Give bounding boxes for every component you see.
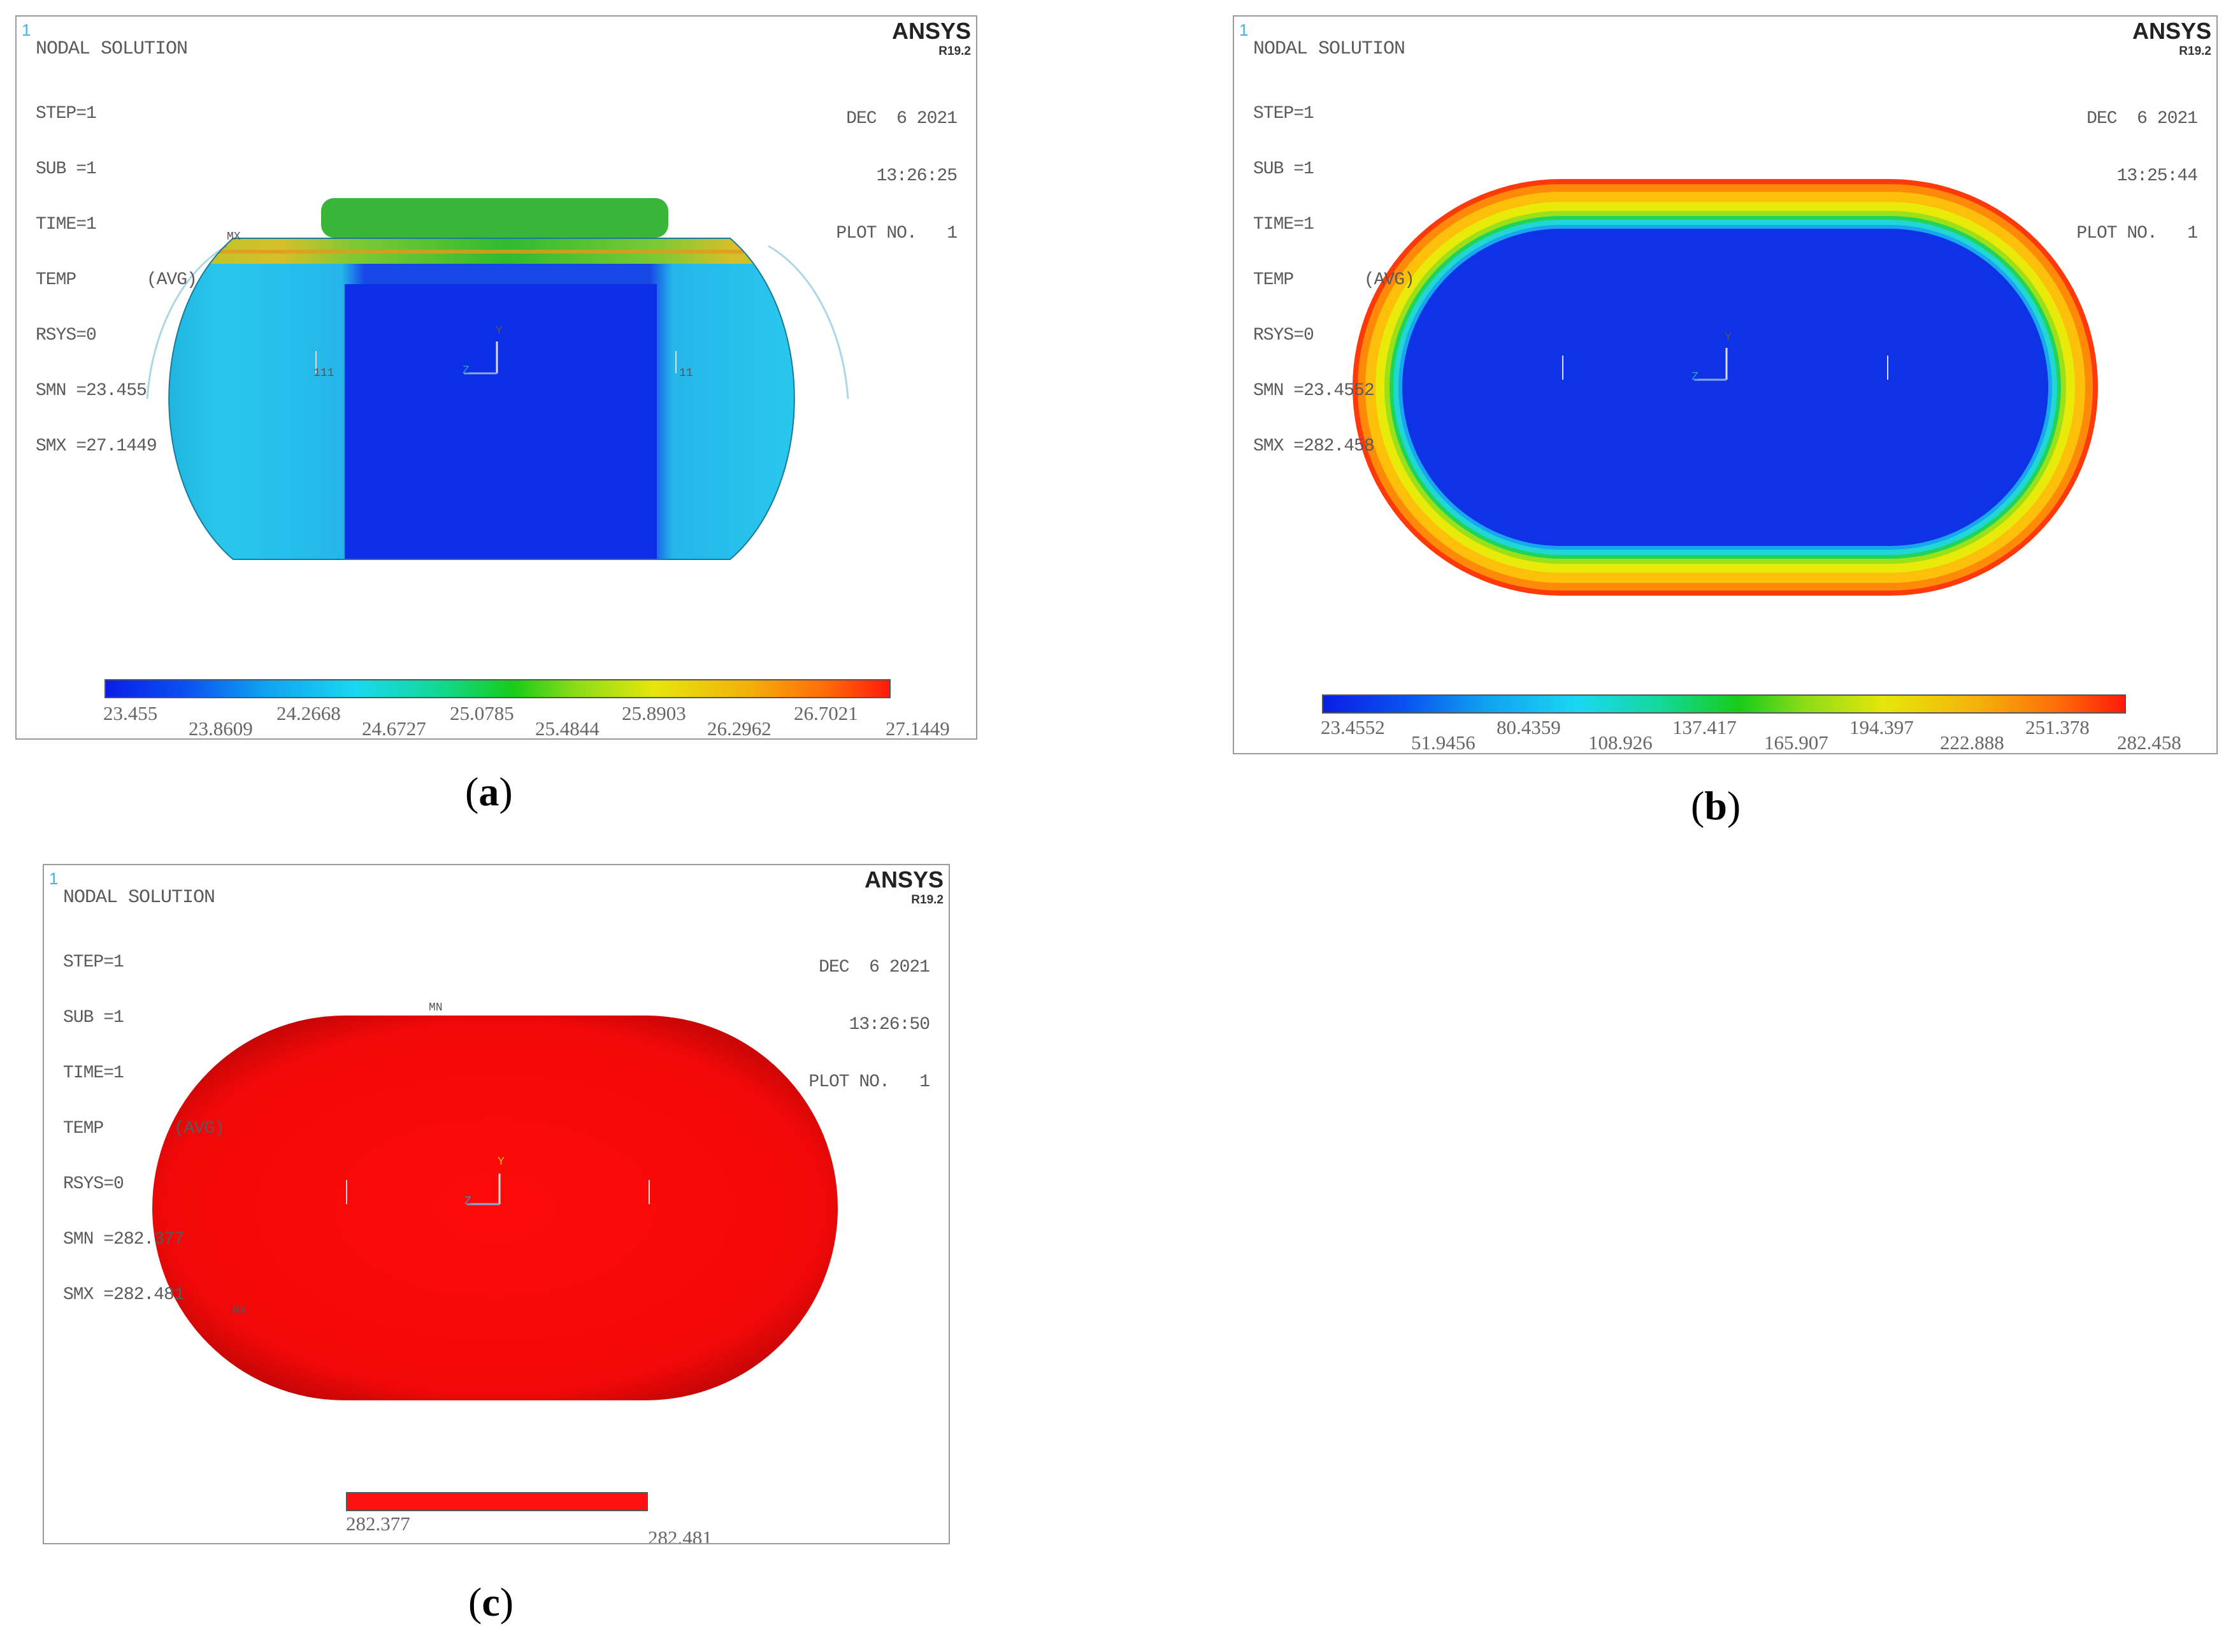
legend-tick: 24.2668 — [276, 702, 341, 724]
panel-b: 1 NODAL SOLUTION STEP=1 SUB =1 TIME=1 TE… — [1233, 15, 2218, 754]
legend-tick: 27.1449 — [886, 717, 950, 740]
ansys-logo: ANSYS — [891, 18, 971, 44]
plot-title: NODAL SOLUTION — [63, 887, 215, 909]
legend-tick: 24.6727 — [362, 717, 426, 740]
panel-a: 1 NODAL SOLUTION STEP=1 SUB =1 TIME=1 TE… — [15, 15, 977, 740]
legend-colorbar — [346, 1492, 648, 1511]
axis-z-label: Z — [463, 364, 470, 377]
plot-number: PLOT NO. 1 — [836, 224, 958, 243]
info-sub: SUB =1 — [63, 1008, 124, 1028]
date-line: DEC 6 2021 — [846, 109, 958, 129]
legend-tick: 51.9456 — [1411, 731, 1476, 754]
solution-info: STEP=1 SUB =1 TIME=1 TEMP (AVG) RSYS=0 S… — [63, 916, 225, 1341]
info-time: TIME=1 — [63, 1063, 124, 1083]
info-rsys: RSYS=0 — [36, 326, 97, 345]
date-line: DEC 6 2021 — [2086, 109, 2198, 129]
info-time: TIME=1 — [36, 215, 97, 234]
legend-tick: 282.481 — [648, 1526, 712, 1544]
info-smx: SMX =282.458 — [1253, 436, 1375, 456]
date-block: DEC 6 2021 13:25:44 PLOT NO. 1 — [2076, 71, 2198, 282]
time-line: 13:26:50 — [849, 1015, 930, 1035]
caption-letter: b — [1704, 783, 1727, 828]
legend-tick: 282.458 — [2117, 731, 2181, 754]
axis-y-label: Y — [498, 1156, 505, 1168]
date-block: DEC 6 2021 13:26:50 PLOT NO. 1 — [808, 920, 930, 1130]
info-step: STEP=1 — [1253, 104, 1314, 124]
legend-tick: 25.0785 — [450, 702, 514, 724]
info-temp: TEMP (AVG) — [36, 270, 197, 290]
panel-c-plot — [152, 1016, 838, 1400]
legend-tick: 25.4844 — [535, 717, 600, 740]
info-temp: TEMP (AVG) — [63, 1119, 225, 1138]
info-sub: SUB =1 — [36, 159, 97, 179]
info-smn: SMN =23.4552 — [1253, 381, 1375, 401]
legend-tick: 23.8609 — [189, 717, 253, 740]
caption-letter: c — [482, 1579, 500, 1625]
info-step: STEP=1 — [63, 952, 124, 972]
mn-marker: MN — [429, 1002, 443, 1014]
solution-info: STEP=1 SUB =1 TIME=1 TEMP (AVG) RSYS=0 S… — [1253, 68, 1415, 492]
ansys-logo: ANSYS — [2132, 18, 2211, 44]
axis-z-label: Z — [464, 1195, 471, 1208]
date-line: DEC 6 2021 — [819, 958, 930, 977]
legend-tick: 165.907 — [1764, 731, 1828, 754]
legend-tick: 23.455 — [103, 702, 158, 724]
legend-tick: 194.397 — [1849, 716, 1914, 738]
plot-number: PLOT NO. 1 — [808, 1072, 930, 1092]
panel-b-plot — [1353, 179, 2098, 596]
date-block: DEC 6 2021 13:26:25 PLOT NO. 1 — [836, 71, 958, 282]
legend-tick: 222.888 — [1940, 731, 2004, 754]
legend-tick: 108.926 — [1588, 731, 1653, 754]
legend-tick: 25.8903 — [622, 702, 686, 724]
panel-a-plot — [146, 198, 849, 560]
caption-letter: a — [478, 769, 499, 814]
legend-colorbar — [104, 679, 891, 698]
info-sub: SUB =1 — [1253, 159, 1314, 179]
plot-number: PLOT NO. 1 — [2076, 224, 2198, 243]
info-time: TIME=1 — [1253, 215, 1314, 234]
panel-c: 1 NODAL SOLUTION STEP=1 SUB =1 TIME=1 TE… — [43, 864, 950, 1544]
info-step: STEP=1 — [36, 104, 97, 124]
info-temp: TEMP (AVG) — [1253, 270, 1415, 290]
info-rsys: RSYS=0 — [63, 1174, 124, 1194]
caption-b: (b) — [1691, 783, 1741, 828]
legend-tick: 23.4552 — [1321, 716, 1385, 738]
mx-marker: MX — [233, 1305, 247, 1318]
axis-y-label: Y — [496, 325, 503, 338]
caption-a: (a) — [465, 769, 513, 814]
time-line: 13:26:25 — [876, 166, 958, 186]
corner-number: 1 — [49, 869, 59, 888]
ansys-logo: ANSYS — [864, 866, 944, 893]
node-label-right: 11 — [679, 367, 693, 380]
legend-tick: 26.2962 — [707, 717, 772, 740]
legend-colorbar — [1322, 694, 2126, 714]
corner-number: 1 — [1239, 20, 1249, 40]
info-smx: SMX =282.481 — [63, 1285, 185, 1305]
plot-title: NODAL SOLUTION — [36, 38, 188, 60]
corner-number: 1 — [22, 20, 31, 40]
version-label: R19.2 — [2179, 45, 2211, 58]
legend-tick: 282.377 — [346, 1512, 410, 1535]
axis-z-label: Z — [1691, 371, 1698, 384]
info-rsys: RSYS=0 — [1253, 326, 1314, 345]
solution-info: STEP=1 SUB =1 TIME=1 TEMP (AVG) RSYS=0 S… — [36, 68, 197, 492]
time-line: 13:25:44 — [2116, 166, 2198, 186]
info-smn: SMN =23.455 — [36, 381, 147, 401]
legend-tick: 80.4359 — [1497, 716, 1561, 738]
version-label: R19.2 — [938, 45, 971, 58]
info-smn: SMN =282.377 — [63, 1230, 185, 1249]
legend-tick: 251.378 — [2025, 716, 2090, 738]
node-label-left: 111 — [313, 367, 334, 380]
version-label: R19.2 — [911, 893, 944, 907]
legend-tick: 137.417 — [1672, 716, 1737, 738]
caption-c: (c) — [468, 1579, 514, 1625]
plot-title: NODAL SOLUTION — [1253, 38, 1405, 60]
info-smx: SMX =27.1449 — [36, 436, 157, 456]
mx-marker: MX — [227, 231, 241, 243]
axis-y-label: Y — [1725, 331, 1732, 344]
legend-tick: 26.7021 — [794, 702, 858, 724]
